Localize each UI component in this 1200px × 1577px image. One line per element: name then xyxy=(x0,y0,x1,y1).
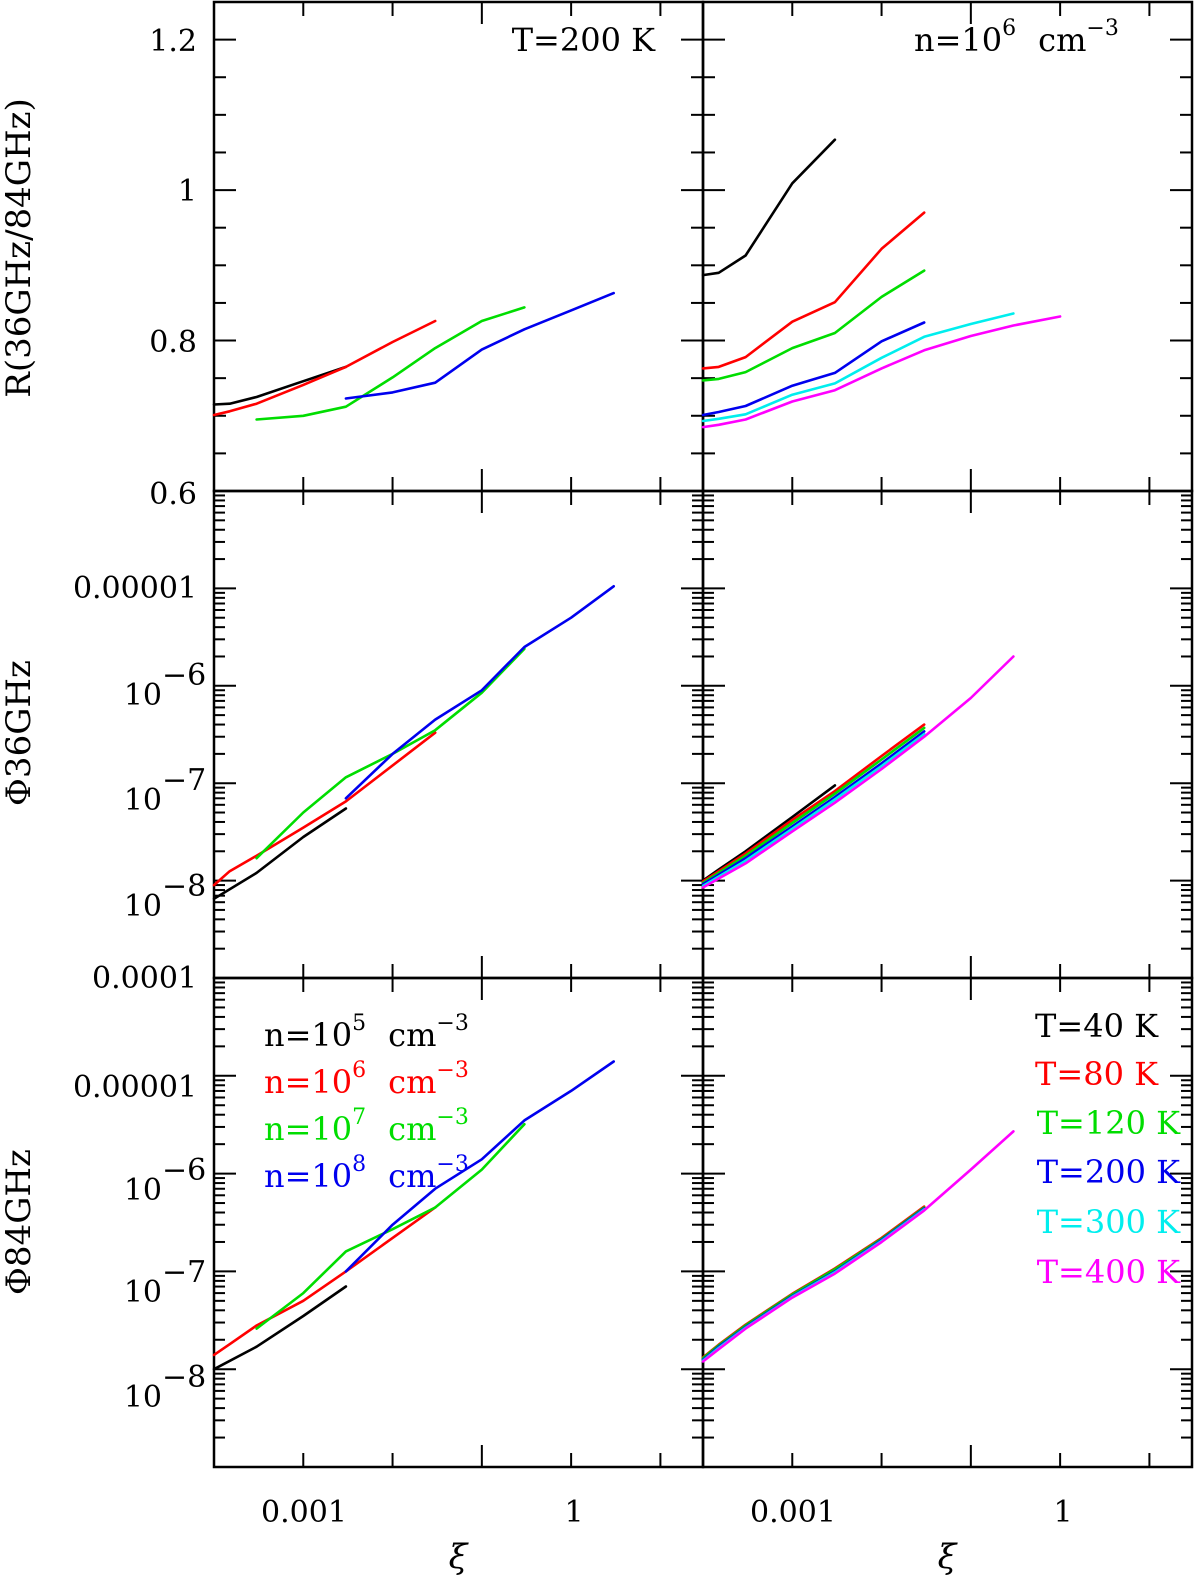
series-line-n-10-7-cm-3 xyxy=(255,1122,526,1330)
series-line-n-10-5-cm-3 xyxy=(212,365,348,406)
r-tick-label: 0.6 xyxy=(149,477,197,512)
series-line-t-400-k xyxy=(701,1130,1015,1363)
y-axis-title-r: R(36GHz/84GHz) xyxy=(0,98,39,398)
r-tick-label: 1 xyxy=(178,174,197,209)
series-line-n-10-5-cm-3 xyxy=(212,1285,348,1371)
phi36-tick-label: 10 xyxy=(124,889,162,924)
panel-frame-bottom-right xyxy=(701,976,1194,1469)
series-line-n-10-5-cm-3 xyxy=(212,807,348,901)
ticks-layer xyxy=(213,0,1192,1468)
series-layer xyxy=(212,138,1062,1371)
legend-temperature-item: T=40 K xyxy=(1035,1007,1159,1045)
phi36-tick-label: 0.0001 xyxy=(92,961,197,996)
phi84-tick-exponent: −8 xyxy=(162,1360,206,1395)
panel-title-right-base: n=10 xyxy=(914,21,1002,59)
x-tick-label-right: 1 xyxy=(1053,1495,1072,1530)
legend-density-item: n=106 cm−3 xyxy=(264,1058,469,1101)
series-line-t-300-k xyxy=(701,732,926,888)
r-tick-label: 1.2 xyxy=(149,24,197,59)
phi36-tick-exponent: −6 xyxy=(162,658,206,693)
phi36-tick-label: 0.00001 xyxy=(73,571,197,606)
panels-layer xyxy=(212,0,1194,1469)
phi84-tick-label: 0.00001 xyxy=(73,1070,197,1105)
series-line-t-40-k xyxy=(701,138,837,277)
x-tick-label-left: 1 xyxy=(564,1495,583,1530)
panel-title-right: n=106 cm−3 xyxy=(914,16,1119,59)
series-line-t-400-k xyxy=(701,655,1015,889)
panel-title-right-unit: cm xyxy=(1038,21,1086,59)
x-tick-label-left: 0.001 xyxy=(261,1495,347,1530)
series-line-t-120-k xyxy=(701,269,926,382)
panel-title-right-exp: 6 xyxy=(1002,16,1016,41)
phi36-tick-label: 10 xyxy=(124,678,162,713)
legend-temperature-item: T=200 K xyxy=(1037,1153,1181,1191)
legend-density-item: n=107 cm−3 xyxy=(264,1105,469,1148)
legend-temperature-item: T=300 K xyxy=(1037,1203,1181,1241)
series-line-n-10-7-cm-3 xyxy=(255,306,526,421)
phi84-tick-label: 10 xyxy=(124,1275,162,1310)
r-tick-label: 0.8 xyxy=(149,325,197,360)
series-line-t-300-k xyxy=(701,312,1015,423)
series-line-t-400-k xyxy=(701,315,1062,429)
phi84-tick-label: 10 xyxy=(124,1173,162,1208)
phi36-tick-exponent: −8 xyxy=(162,869,206,904)
panel-title-left: T=200 K xyxy=(512,21,656,59)
legend-temperature-item: T=80 K xyxy=(1035,1055,1159,1093)
x-axis-title-left: ξ xyxy=(449,1537,470,1577)
series-line-n-10-6-cm-3 xyxy=(212,1206,437,1357)
panel-title-right-unit-exp: −3 xyxy=(1086,16,1118,41)
legend-density-item: n=108 cm−3 xyxy=(264,1152,469,1195)
phi36-tick-exponent: −7 xyxy=(162,763,206,798)
legend-density: n=105 cm−3 n=106 cm−3 n=107 cm−3 n=108 cm−3 xyxy=(264,1011,469,1195)
x-tick-label-right: 0.001 xyxy=(750,1495,836,1530)
series-line-t-80-k xyxy=(701,723,926,883)
x-axis-title-right: ξ xyxy=(938,1537,959,1577)
series-line-n-10-8-cm-3 xyxy=(344,1060,616,1273)
series-line-n-10-8-cm-3 xyxy=(344,291,616,400)
series-line-t-200-k xyxy=(701,321,926,417)
series-line-n-10-6-cm-3 xyxy=(212,731,437,887)
series-line-t-200-k xyxy=(701,730,926,886)
legend-density-item: n=105 cm−3 xyxy=(264,1011,469,1054)
phi36-tick-label: 10 xyxy=(124,783,162,818)
phi84-tick-label: 10 xyxy=(124,1380,162,1415)
series-line-t-80-k xyxy=(701,211,926,370)
legend-temperature-item: T=120 K xyxy=(1037,1104,1181,1142)
y-axis-title-phi84: Φ84GHz xyxy=(0,1149,39,1295)
phi84-tick-exponent: −6 xyxy=(162,1153,206,1188)
phi84-tick-exponent: −7 xyxy=(162,1255,206,1290)
legend-temperature: T=40 K T=80 K T=120 K T=200 K T=300 K T=… xyxy=(1035,1007,1181,1291)
y-axis-title-phi36: Φ36GHz xyxy=(0,660,39,806)
legend-temperature-item: T=400 K xyxy=(1037,1253,1181,1291)
series-line-n-10-8-cm-3 xyxy=(344,584,616,800)
series-line-t-120-k xyxy=(701,726,926,885)
series-line-n-10-6-cm-3 xyxy=(212,319,437,417)
